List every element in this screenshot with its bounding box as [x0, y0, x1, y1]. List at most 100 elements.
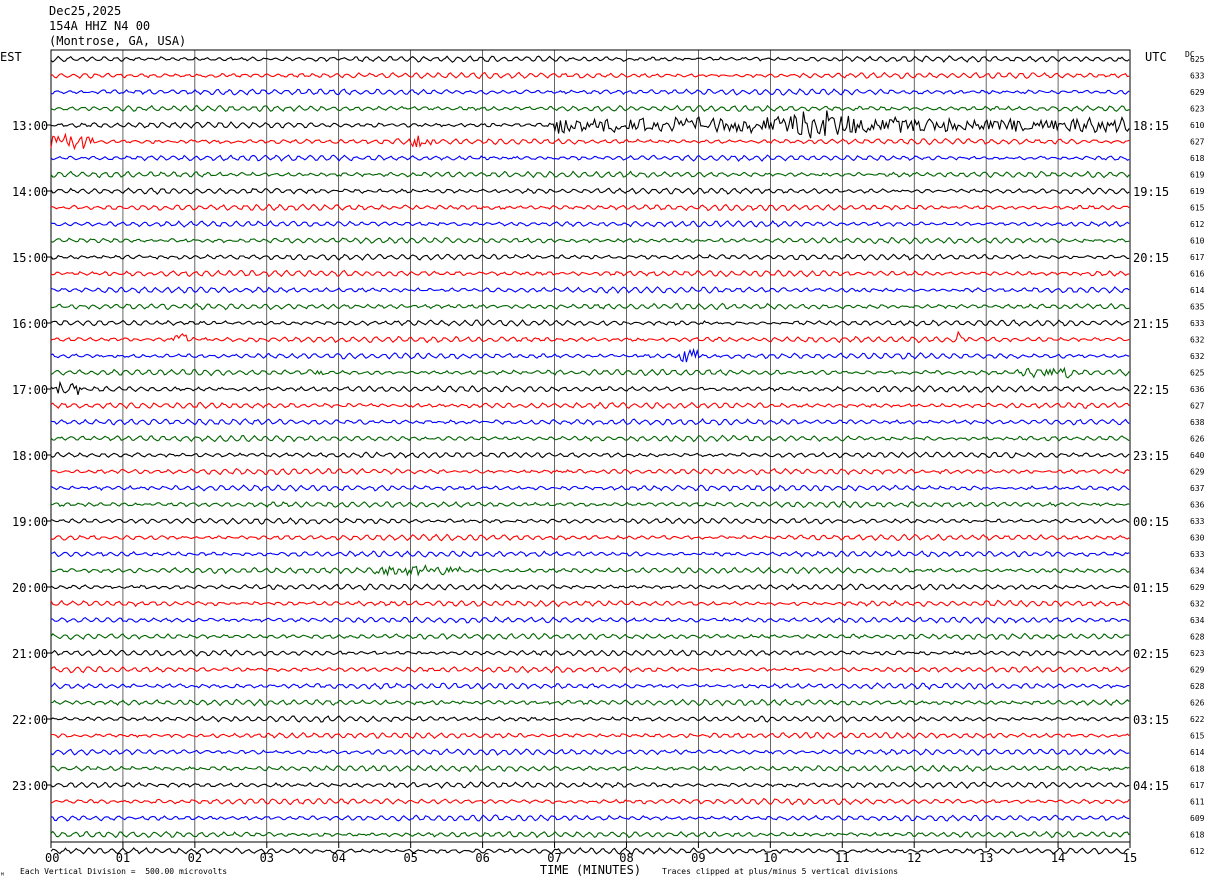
seismic-trace: [50, 748, 1130, 756]
seismic-trace: [50, 682, 1130, 691]
seismic-trace: [50, 549, 1130, 558]
dc-offset-label: 619: [1190, 171, 1205, 180]
seismic-trace: [50, 764, 1130, 773]
dc-offset-label: 629: [1190, 583, 1205, 592]
dc-offset-label: 632: [1190, 352, 1205, 361]
dc-offset-label: 611: [1190, 798, 1205, 807]
dc-offset-label: 636: [1190, 501, 1205, 510]
x-tick-label: 03: [260, 851, 274, 865]
utc-hour-label: 20:15: [1133, 251, 1169, 265]
est-hour-label: 19:00: [12, 515, 48, 529]
dc-offset-label: 633: [1190, 319, 1205, 328]
seismic-trace: [50, 319, 1130, 327]
x-tick-label: 08: [619, 851, 633, 865]
dc-offset-label: 638: [1190, 418, 1205, 427]
dc-offset-label: 632: [1190, 336, 1205, 345]
seismic-trace: [50, 220, 1130, 228]
seismic-trace: [50, 417, 1130, 426]
dc-offset-label: 629: [1190, 88, 1205, 97]
est-hour-label: 23:00: [12, 779, 48, 793]
left-axis-label: EST: [0, 50, 22, 64]
seismic-trace: [50, 380, 1130, 396]
scale-note: Each Vertical Division = 500.00 microvol…: [20, 867, 228, 876]
seismic-trace: [50, 715, 1130, 723]
x-tick-label: 02: [188, 851, 202, 865]
seismic-trace: [50, 533, 1130, 542]
est-hour-label: 13:00: [12, 119, 48, 133]
dc-offset-label: 629: [1190, 468, 1205, 477]
dc-offset-label: 627: [1190, 402, 1205, 411]
x-tick-label: 12: [907, 851, 921, 865]
x-tick-label: 11: [835, 851, 849, 865]
dc-offset-label: 615: [1190, 204, 1205, 213]
dc-offset-label: 610: [1190, 121, 1205, 130]
dc-offset-label: 616: [1190, 270, 1205, 279]
dc-offset-label: 614: [1190, 748, 1205, 757]
dc-offset-label: 625: [1190, 55, 1205, 64]
dc-offset-label: 635: [1190, 303, 1205, 312]
seismic-trace: [50, 781, 1130, 789]
plot-frame: [50, 49, 1131, 843]
dc-offset-label: 614: [1190, 286, 1205, 295]
dc-offset-label: 637: [1190, 484, 1205, 493]
dc-offset-label: 626: [1190, 699, 1205, 708]
x-tick-label: 09: [691, 851, 705, 865]
dc-offset-label: 617: [1190, 253, 1205, 262]
seismic-trace: [50, 797, 1130, 806]
dc-offset-label: 634: [1190, 616, 1205, 625]
seismic-trace: [50, 330, 1130, 344]
dc-offset-label: 612: [1190, 847, 1205, 856]
dc-offset-label: 609: [1190, 814, 1205, 823]
seismic-trace: [50, 253, 1130, 261]
seismic-trace: [50, 434, 1130, 443]
seismic-trace: [50, 154, 1130, 162]
utc-hour-label: 03:15: [1133, 713, 1169, 727]
dc-offset-label: 622: [1190, 715, 1205, 724]
right-axis-label: UTC: [1145, 50, 1167, 64]
seismic-trace: [50, 830, 1130, 839]
x-tick-label: 06: [475, 851, 489, 865]
seismic-trace: [50, 104, 1130, 113]
dc-offset-label: 627: [1190, 138, 1205, 147]
utc-hour-label: 21:15: [1133, 317, 1169, 331]
dc-offset-label: 623: [1190, 649, 1205, 658]
utc-hour-label: 04:15: [1133, 779, 1169, 793]
seismic-trace: [50, 665, 1130, 674]
seismic-trace: [50, 599, 1130, 608]
x-tick-label: 15: [1123, 851, 1137, 865]
seismic-trace: [50, 55, 1130, 63]
utc-hour-label: 19:15: [1133, 185, 1169, 199]
seismic-trace: [50, 88, 1130, 96]
clip-note: Traces clipped at plus/minus 5 vertical …: [662, 867, 899, 876]
seismic-trace: [51, 203, 1130, 212]
seismic-trace: [50, 564, 1130, 577]
dc-offset-label: 612: [1190, 220, 1205, 229]
seismic-trace: [50, 517, 1130, 525]
dc-offset-label: 628: [1190, 633, 1205, 642]
est-hour-label: 21:00: [12, 647, 48, 661]
utc-hour-label: 22:15: [1133, 383, 1169, 397]
seismic-trace: [50, 649, 1130, 657]
seismic-trace: [50, 170, 1130, 179]
x-tick-label: 13: [979, 851, 993, 865]
seismic-trace: [50, 847, 1130, 855]
dc-offset-label: 626: [1190, 435, 1205, 444]
utc-hour-label: 01:15: [1133, 581, 1169, 595]
seismic-trace: [51, 731, 1130, 740]
seismic-trace: [50, 132, 1130, 151]
dc-offset-label: 610: [1190, 237, 1205, 246]
dc-offset-label: 619: [1190, 187, 1205, 196]
seismic-trace: [50, 698, 1130, 707]
station-code: 154A HHZ N4 00: [49, 19, 151, 33]
seismic-trace: [50, 302, 1130, 311]
dc-offset-label: 634: [1190, 567, 1205, 576]
dc-offset-label: 618: [1190, 154, 1205, 163]
utc-hour-label: 02:15: [1133, 647, 1169, 661]
seismic-trace: [50, 501, 1130, 509]
x-tick-label: 07: [547, 851, 561, 865]
seismic-trace: [50, 236, 1130, 245]
dc-offset-label: 618: [1190, 765, 1205, 774]
seismic-trace: [50, 187, 1130, 195]
est-hour-label: 20:00: [12, 581, 48, 595]
